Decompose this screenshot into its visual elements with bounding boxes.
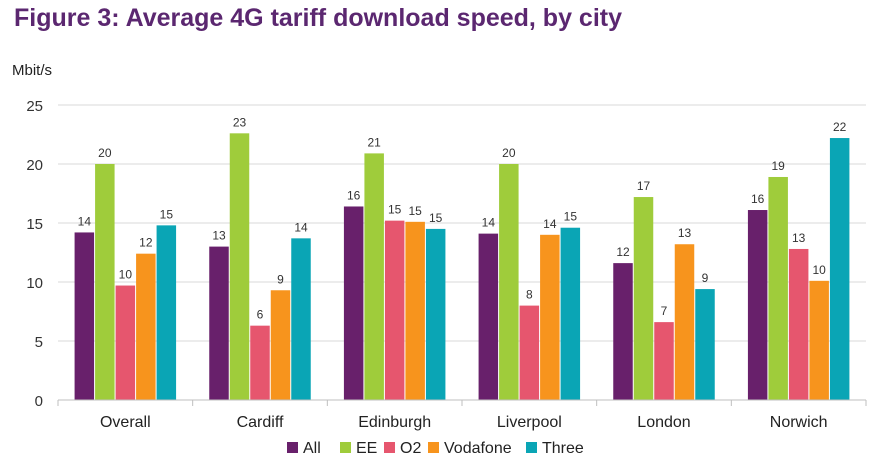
data-label: 14 [78, 214, 92, 228]
y-tick-label: 15 [26, 216, 43, 233]
data-label: 8 [526, 288, 533, 302]
data-label: 15 [408, 204, 422, 218]
bar [405, 221, 425, 400]
bar [229, 133, 250, 400]
bar [74, 232, 95, 400]
legend-swatch [340, 442, 351, 453]
bar [270, 290, 291, 400]
chart-title: Figure 3: Average 4G tariff download spe… [14, 4, 623, 32]
category-label: Norwich [770, 414, 828, 431]
data-label: 23 [233, 115, 247, 129]
data-label: 14 [294, 220, 308, 234]
bar [768, 176, 788, 400]
bar [633, 197, 654, 400]
legend-label: All [303, 440, 321, 457]
bar [95, 164, 115, 400]
data-label: 10 [812, 263, 826, 277]
bar [115, 285, 136, 400]
bar [613, 263, 633, 400]
y-tick-label: 0 [35, 393, 43, 410]
category-label: London [637, 414, 690, 431]
category-label: Cardiff [237, 414, 284, 431]
bar [156, 225, 177, 400]
data-label: 6 [257, 308, 264, 322]
bar [674, 244, 695, 400]
legend-item: Vodafone [428, 440, 512, 457]
y-tick-label: 10 [26, 275, 43, 292]
data-label: 16 [347, 188, 361, 202]
data-label: 22 [833, 120, 847, 134]
data-label: 13 [792, 231, 806, 245]
data-label: 10 [119, 268, 133, 282]
gridlines [58, 104, 866, 342]
bar [519, 305, 540, 400]
legend-label: O2 [400, 440, 421, 457]
bar [788, 248, 809, 400]
bar [809, 280, 829, 400]
data-label: 12 [616, 245, 630, 259]
bar [136, 253, 156, 400]
y-tick-label: 5 [35, 334, 43, 351]
data-label: 9 [277, 272, 284, 286]
legend-label: Vodafone [444, 440, 512, 457]
bar [747, 210, 768, 400]
bar [425, 228, 446, 400]
data-label: 14 [543, 217, 557, 231]
data-label: 7 [661, 304, 668, 318]
data-label: 15 [564, 210, 578, 224]
legend-label: EE [356, 440, 377, 457]
y-axis-ticks: 0 5 10 15 20 25 [26, 98, 43, 410]
bar [829, 138, 850, 401]
bar [364, 153, 384, 400]
data-label: 13 [212, 229, 226, 243]
bar [540, 234, 560, 400]
y-tick-label: 25 [26, 98, 43, 115]
y-axis-unit-label: Mbit/s [12, 62, 52, 79]
legend-item: All [287, 440, 321, 457]
data-label: 15 [388, 203, 402, 217]
data-label: 21 [367, 135, 381, 149]
legend-item: Three [526, 440, 584, 457]
data-labels: 14 20 10 12 15 13 23 6 9 14 16 21 15 15 15 14 20 8 14 15 12 1… [78, 115, 847, 321]
bar [384, 220, 405, 400]
legend-swatch [428, 442, 439, 453]
legend: All EE O2 Vodafone Three [287, 440, 584, 457]
data-label: 19 [771, 159, 785, 173]
data-label: 14 [482, 216, 496, 230]
category-label: Edinburgh [358, 414, 431, 431]
category-label: Overall [100, 414, 151, 431]
legend-swatch [526, 442, 537, 453]
data-label: 20 [502, 146, 516, 160]
bar [209, 246, 229, 400]
bars [74, 133, 850, 401]
data-label: 12 [139, 236, 153, 250]
bar [695, 289, 715, 400]
bar [291, 238, 311, 400]
data-label: 13 [678, 226, 692, 240]
bar [250, 325, 270, 400]
legend-item: EE [340, 440, 377, 457]
legend-item: O2 [384, 440, 421, 457]
data-label: 16 [751, 192, 765, 206]
data-label: 9 [702, 271, 709, 285]
legend-label: Three [542, 440, 584, 457]
data-label: 20 [98, 146, 112, 160]
category-label: Liverpool [497, 414, 562, 431]
bar [560, 227, 581, 400]
data-label: 15 [160, 207, 174, 221]
data-label: 15 [429, 211, 443, 225]
bar [654, 322, 674, 400]
bar [343, 206, 364, 400]
legend-swatch [384, 442, 395, 453]
data-label: 17 [637, 179, 651, 193]
bar [478, 233, 499, 400]
legend-swatch [287, 442, 298, 453]
y-tick-label: 20 [26, 157, 43, 174]
bar [499, 164, 519, 400]
x-axis: Overall Cardiff Edinburgh Liverpool London No… [57, 399, 867, 431]
